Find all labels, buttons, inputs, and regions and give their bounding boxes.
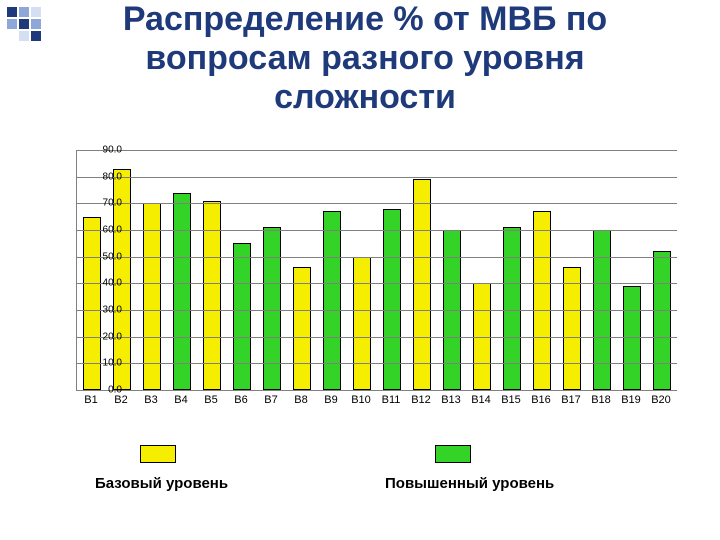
y-tick-label: 10.0	[94, 358, 122, 369]
deco-square	[7, 31, 17, 41]
gridline	[77, 257, 677, 258]
x-tick-label: B4	[174, 394, 187, 406]
deco-square	[19, 19, 29, 29]
y-tick-label: 30.0	[94, 305, 122, 316]
deco-square	[7, 19, 17, 29]
deco-square	[19, 7, 29, 17]
bar-B3	[143, 203, 160, 390]
x-tick-label: B10	[351, 394, 371, 406]
gridline	[77, 363, 677, 364]
bar-B19	[623, 286, 640, 390]
x-tick-label: B11	[382, 394, 401, 406]
title-line-1: Распределение % от МВБ по	[123, 0, 607, 38]
bar-B7	[263, 227, 280, 390]
bars-layer	[77, 150, 677, 390]
plot-area	[76, 150, 677, 391]
legend: Базовый уровень Повышенный уровень	[0, 445, 720, 525]
deco-square	[7, 7, 17, 17]
y-tick-label: 60.0	[94, 225, 122, 236]
gridline	[77, 283, 677, 284]
x-tick-label: B17	[561, 394, 581, 406]
x-tick-label: B3	[144, 394, 157, 406]
x-tick-label: B5	[204, 394, 217, 406]
bar-B4	[173, 193, 190, 390]
y-tick-label: 40.0	[94, 278, 122, 289]
gridline	[77, 177, 677, 178]
x-tick-label: B7	[264, 394, 277, 406]
title-line-2: вопросам разного уровня	[145, 39, 584, 77]
x-tick-label: B18	[591, 394, 611, 406]
x-tick-label: B15	[501, 394, 521, 406]
x-tick-label: B12	[411, 394, 431, 406]
x-tick-label: B13	[441, 394, 461, 406]
y-tick-label: 0.0	[94, 385, 122, 396]
x-axis-labels: B1 B2 B3 B4 B5 B6 B7 B8 B9 B10 B11 B12 B13 B14 B15 B16 B…	[76, 394, 676, 414]
y-tick-label: 90.0	[94, 145, 122, 156]
y-tick-label: 50.0	[94, 251, 122, 262]
gridline	[77, 230, 677, 231]
x-tick-label: B9	[324, 394, 337, 406]
y-tick-label: 70.0	[94, 198, 122, 209]
legend-label-adv: Повышенный уровень	[385, 475, 554, 492]
x-tick-label: B20	[651, 394, 671, 406]
legend-label-base: Базовый уровень	[95, 475, 228, 492]
legend-swatch-base	[140, 445, 176, 463]
chart: B1 B2 B3 B4 B5 B6 B7 B8 B9 B10 B11 B12 B13 B14 B15 B16 B…	[38, 150, 688, 430]
bar-B10	[353, 257, 370, 390]
gridline	[77, 150, 677, 151]
deco-square	[19, 31, 29, 41]
x-tick-label: B14	[471, 394, 491, 406]
x-tick-label: B1	[84, 394, 97, 406]
gridline	[77, 203, 677, 204]
bar-B20	[653, 251, 670, 390]
gridline	[77, 310, 677, 311]
y-tick-label: 80.0	[94, 171, 122, 182]
y-tick-label: 20.0	[94, 331, 122, 342]
x-tick-label: B2	[114, 394, 127, 406]
title-line-3: сложности	[274, 78, 456, 116]
x-tick-label: B6	[234, 394, 247, 406]
x-tick-label: B19	[621, 394, 641, 406]
bar-B17	[563, 267, 580, 390]
bar-B6	[233, 243, 250, 390]
x-tick-label: B8	[294, 394, 307, 406]
bar-B12	[413, 179, 430, 390]
bar-B15	[503, 227, 520, 390]
legend-swatch-adv	[435, 445, 471, 463]
slide-title: Распределение % от МВБ по вопросам разно…	[30, 0, 700, 117]
bar-B8	[293, 267, 310, 390]
x-tick-label: B16	[531, 394, 551, 406]
gridline	[77, 337, 677, 338]
